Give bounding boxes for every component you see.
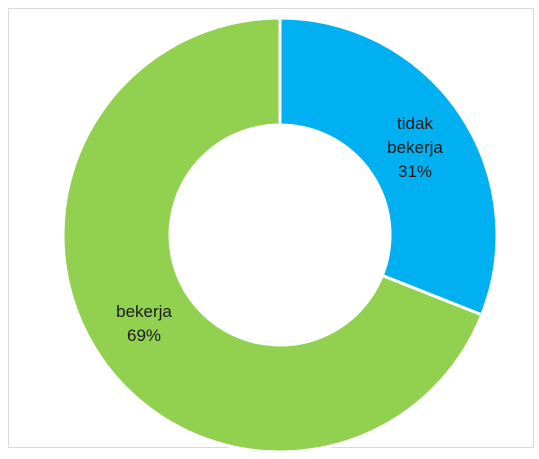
data-label-line: bekerja [116, 302, 172, 321]
donut-slices [61, 16, 499, 454]
data-label-line: bekerja [387, 138, 443, 157]
donut-slice-bekerja [61, 16, 484, 454]
donut-slice-tidak-bekerja [278, 16, 499, 317]
data-label-bekerja: bekerja 69% [116, 302, 172, 345]
data-label-line: tidak [397, 114, 433, 133]
data-label-line: 69% [127, 326, 161, 345]
data-label-line: 31% [398, 162, 432, 181]
data-labels: tidak bekerja 31% bekerja 69% [116, 114, 443, 345]
data-label-tidak-bekerja: tidak bekerja 31% [387, 114, 443, 181]
